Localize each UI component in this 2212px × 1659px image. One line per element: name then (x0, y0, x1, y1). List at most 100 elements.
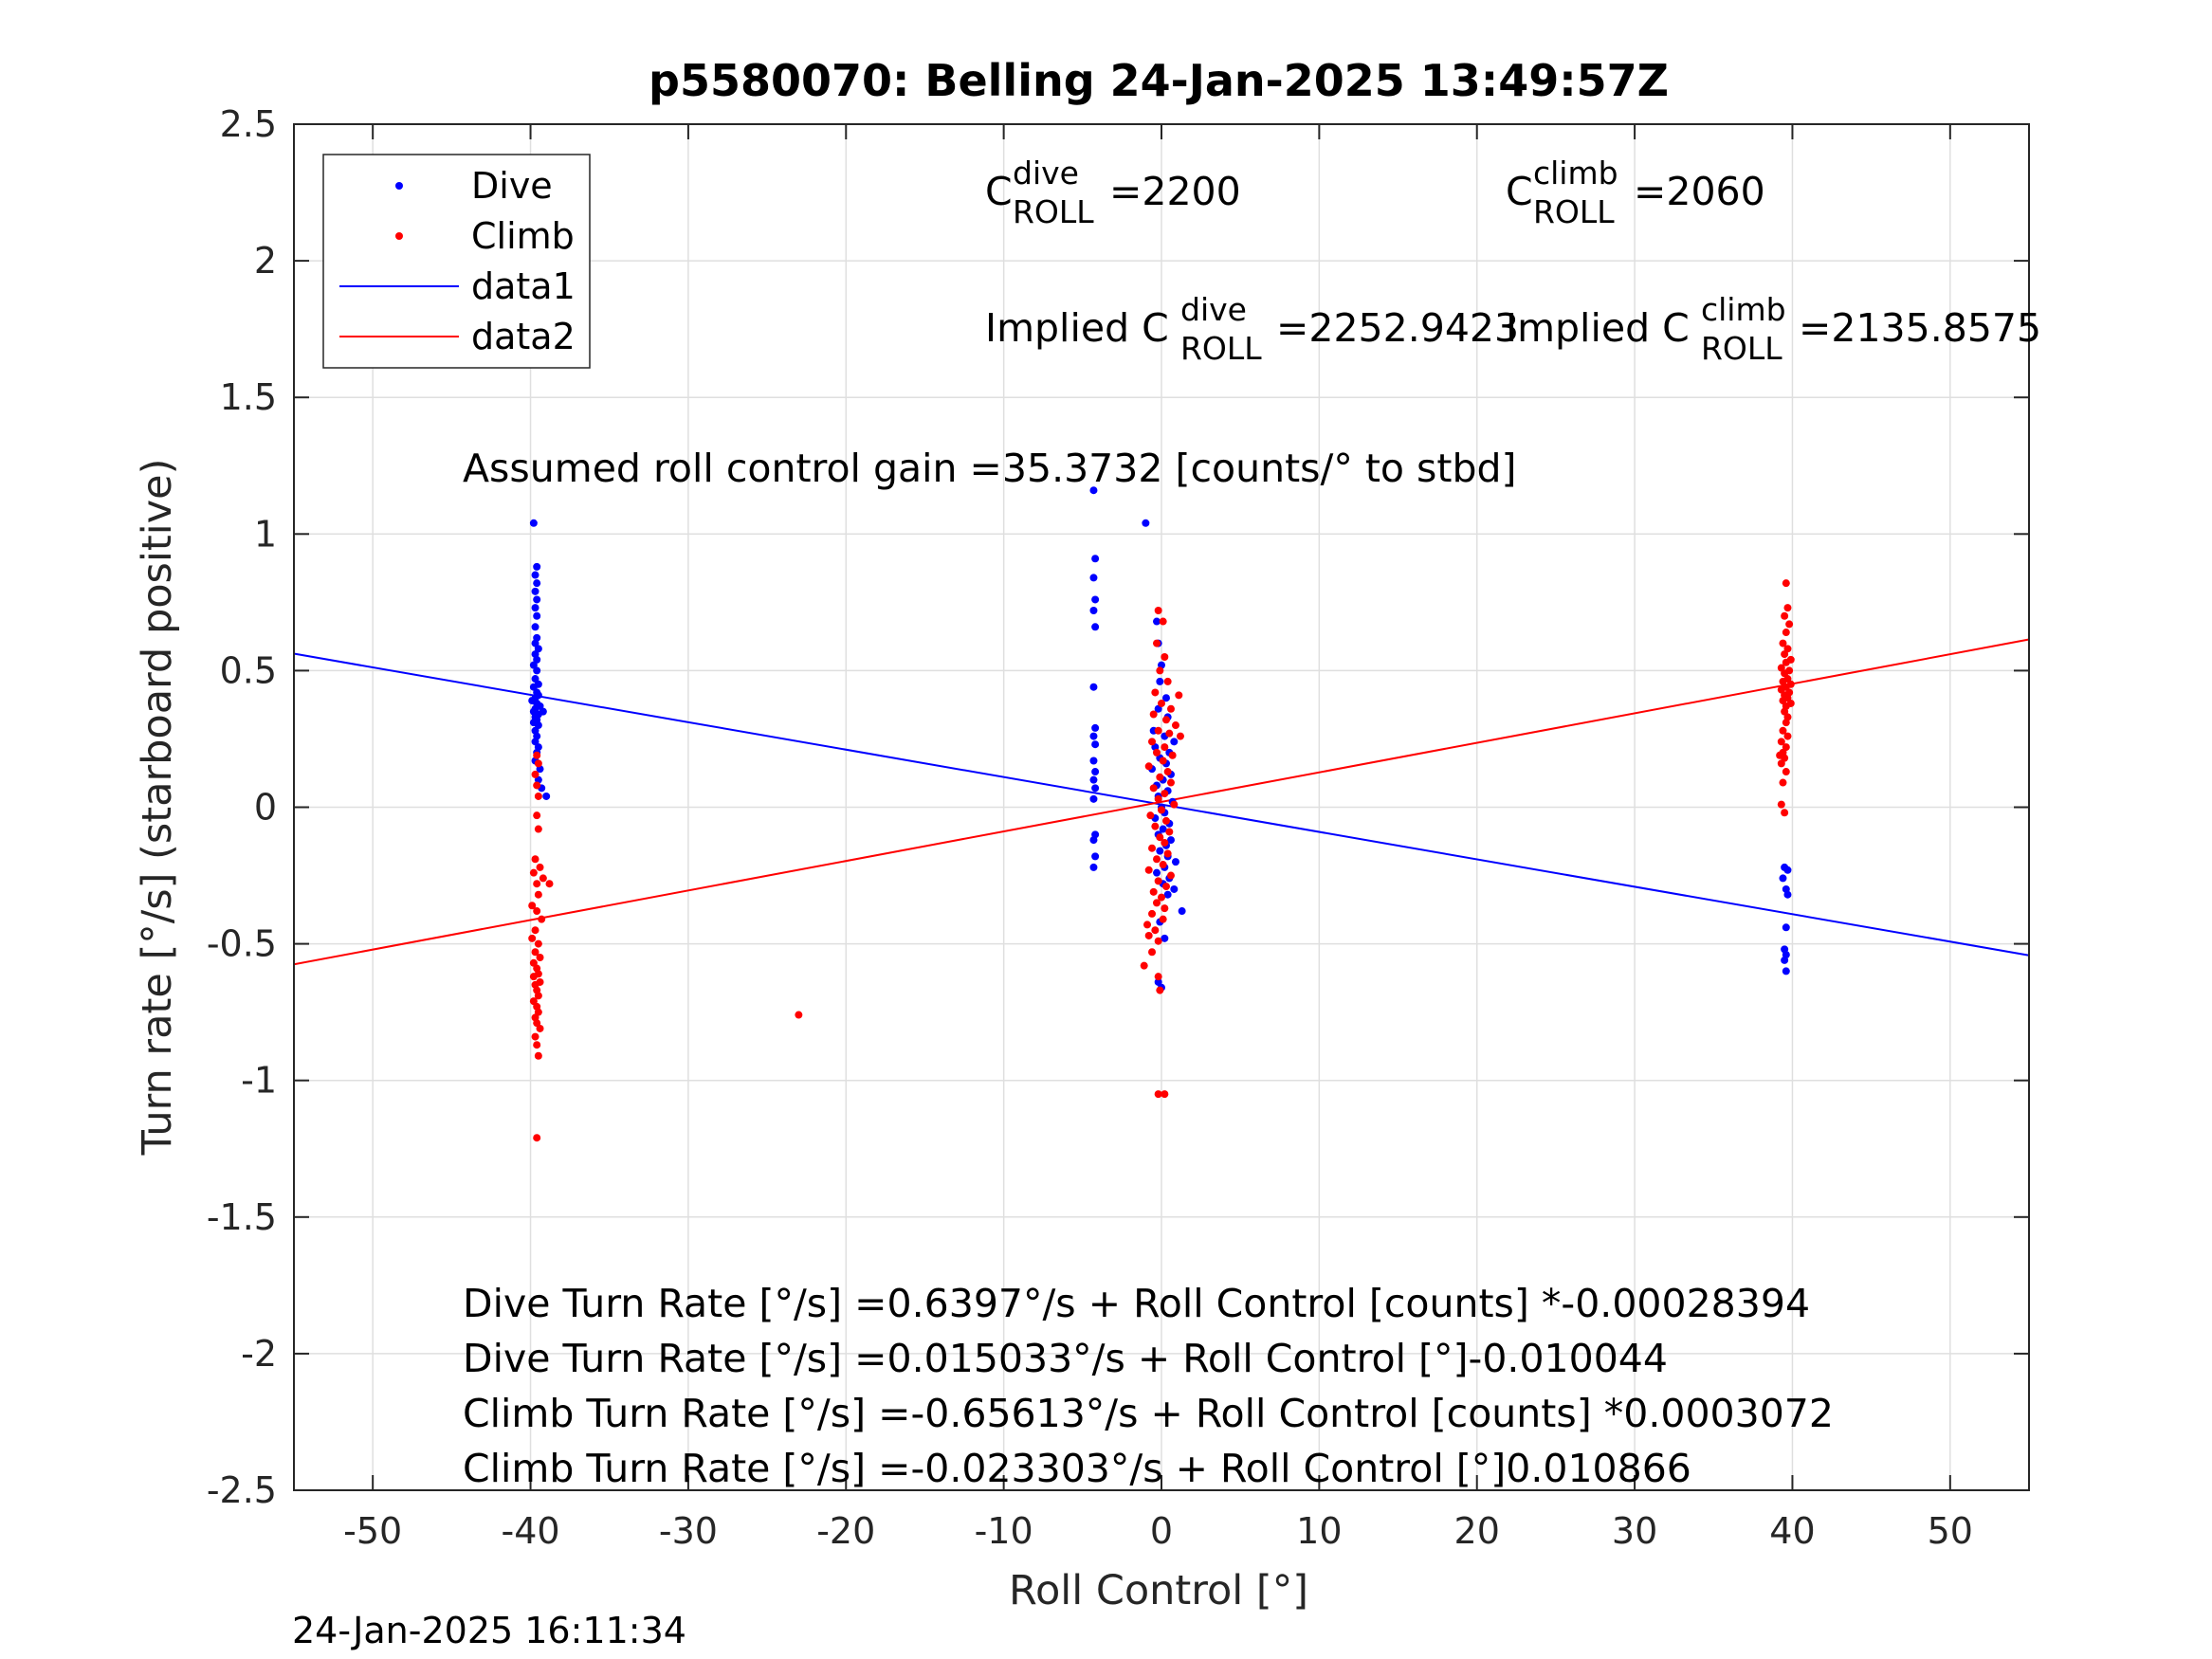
dive-point (531, 604, 539, 612)
legend-climb-label: Climb (471, 215, 575, 257)
climb-point (534, 792, 542, 800)
climb-point (1166, 871, 1175, 880)
climb-point (1777, 738, 1785, 746)
chart-title: p5580070: Belling 24-Jan-2025 13:49:57Z (649, 55, 1669, 106)
dive-point (529, 519, 538, 527)
c-roll-dive-base: C (985, 169, 1013, 214)
implied-dive-base: Implied C (985, 305, 1169, 351)
dive-point (1091, 852, 1100, 861)
dive-point (1089, 794, 1098, 803)
climb-point (531, 948, 539, 957)
climb-point (1156, 833, 1164, 842)
climb-point (1163, 849, 1172, 858)
climb-point (1161, 904, 1169, 913)
dive-point (533, 666, 541, 675)
dive-point (533, 611, 541, 620)
dive-point (1091, 768, 1100, 776)
climb-point (1782, 768, 1790, 776)
climb-point (1149, 784, 1158, 793)
climb-point (1781, 809, 1789, 817)
y-tick-label: 2.5 (220, 103, 277, 145)
climb-point (539, 874, 547, 883)
implied-dive-annotation: Implied C dive ROLL =2252.9423 (985, 291, 1519, 367)
y-tick-label: 1.5 (220, 376, 277, 418)
dive-point (1089, 606, 1098, 614)
dive-point (539, 707, 547, 716)
dive-point (1091, 623, 1100, 631)
implied-climb-value: =2135.8575 (1799, 305, 2041, 351)
equation-climb-degrees: Climb Turn Rate [°/s] =-0.023303°/s + Ro… (463, 1446, 1691, 1491)
climb-point (1146, 811, 1155, 820)
y-tick-label: 0.5 (220, 649, 277, 691)
climb-point (1782, 579, 1790, 588)
climb-point (1783, 732, 1792, 740)
dive-point (531, 587, 539, 595)
climb-point (533, 880, 541, 888)
data-points (528, 486, 1795, 1142)
climb-point (1159, 861, 1167, 869)
dive-point (1089, 836, 1098, 845)
climb-point (528, 902, 537, 910)
climb-point (1143, 921, 1152, 929)
legend-climb-marker (395, 232, 403, 240)
climb-point (1159, 617, 1167, 626)
x-tick-label: 20 (1454, 1510, 1500, 1552)
climb-point (1144, 762, 1153, 771)
climb-point (1140, 961, 1148, 970)
climb-point (1161, 883, 1170, 891)
x-tick-label: -10 (975, 1510, 1033, 1552)
climb-point (1149, 710, 1158, 719)
climb-point (1159, 915, 1167, 923)
dive-point (1156, 847, 1164, 855)
c-roll-dive-value: =2200 (1109, 169, 1241, 214)
climb-point (1156, 773, 1164, 781)
climb-point (1154, 794, 1162, 803)
dive-point (531, 623, 539, 631)
dive-point (1091, 723, 1100, 732)
dive-point (542, 792, 551, 800)
dive-point (1091, 555, 1100, 563)
tick-marks (294, 123, 2029, 1491)
climb-point (1165, 729, 1174, 738)
climb-point (1154, 973, 1162, 981)
climb-point (1154, 877, 1162, 885)
implied-climb-annotation: Implied C climb ROLL =2135.8575 (1506, 291, 2041, 367)
x-tick-label: 10 (1296, 1510, 1342, 1552)
climb-point (1151, 688, 1160, 697)
climb-point (536, 954, 544, 962)
x-tick-label: 40 (1769, 1510, 1815, 1552)
dive-point (1783, 890, 1792, 899)
x-tick-label: 30 (1612, 1510, 1657, 1552)
legend-box (322, 154, 591, 369)
dive-point (1153, 868, 1161, 877)
dive-point (533, 595, 541, 604)
climb-point (1144, 931, 1153, 939)
dive-point (1089, 486, 1098, 495)
c-roll-climb-sub: ROLL (1533, 193, 1615, 230)
legend-dive-label: Dive (471, 165, 553, 207)
equation-climb-counts: Climb Turn Rate [°/s] =-0.65613°/s + Rol… (463, 1391, 1834, 1436)
climb-point (528, 934, 537, 942)
climb-point (1161, 652, 1169, 661)
dive-point (1091, 740, 1100, 749)
climb-point (1153, 855, 1161, 864)
climb-point (1153, 748, 1161, 757)
dive-point (533, 562, 541, 571)
dive-point (1163, 890, 1172, 899)
climb-point (536, 863, 544, 871)
climb-point (534, 992, 542, 1000)
y-tick-label: -2 (241, 1333, 277, 1375)
climb-point (529, 973, 538, 981)
climb-point (1170, 800, 1179, 809)
climb-point (1153, 639, 1161, 647)
climb-point (1159, 757, 1167, 765)
climb-point (1158, 699, 1165, 707)
dive-point (1089, 863, 1098, 871)
climb-point (1154, 726, 1162, 735)
climb-point (533, 781, 541, 790)
x-tick-label: 0 (1150, 1510, 1173, 1552)
c-roll-climb-base: C (1506, 169, 1533, 214)
climb-point (1148, 948, 1157, 957)
dive-point (1091, 784, 1100, 793)
